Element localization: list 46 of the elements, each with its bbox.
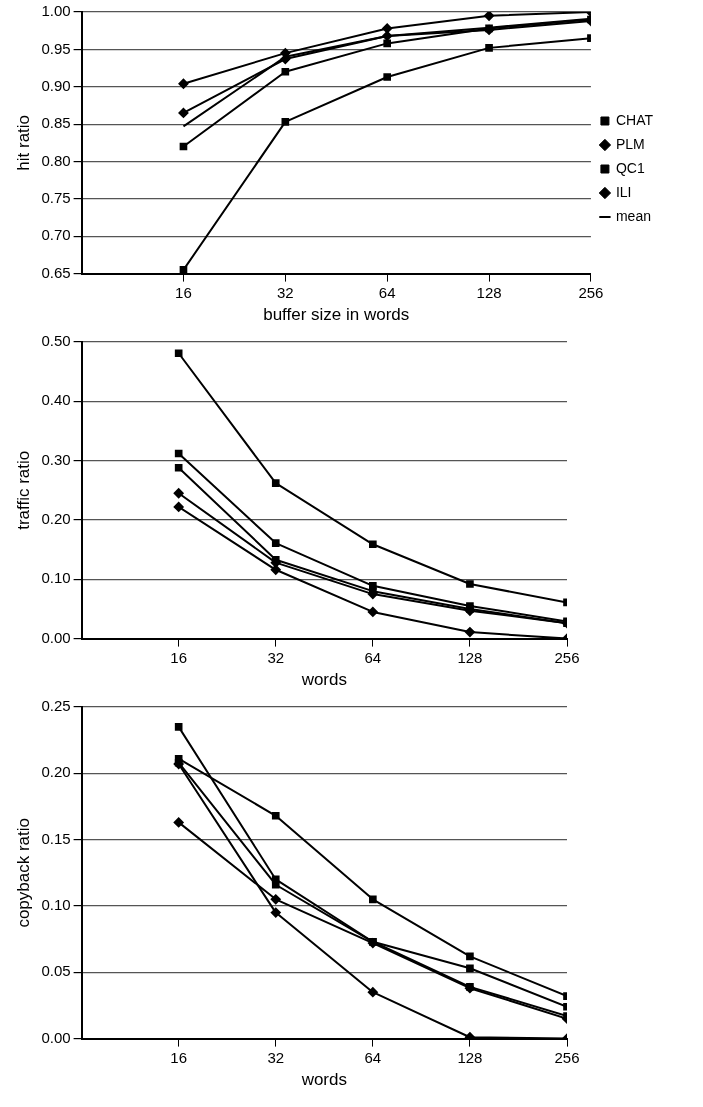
y-tick-label: 0.25 [41, 697, 71, 715]
x-tick-label: 32 [276, 283, 294, 301]
x-axis-title: words [300, 1070, 347, 1090]
x-axis-title: words [300, 670, 347, 690]
y-tick-label: 0.85 [41, 114, 71, 132]
y-tick-label: 0.10 [41, 896, 71, 914]
y-tick-label: 0.70 [41, 226, 71, 244]
y-tick-label: 0.10 [41, 569, 71, 587]
y-tick-label: 0.15 [41, 829, 71, 847]
x-tick-label: 32 [267, 1048, 285, 1066]
y-axis-title: copyback ratio [13, 817, 33, 928]
x-tick-label: 256 [554, 1048, 580, 1066]
y-tick-label: 0.50 [41, 332, 71, 350]
x-tick-label: 128 [457, 1048, 483, 1066]
x-tick-label: 128 [476, 283, 502, 301]
legend-label: CHAT [615, 111, 654, 128]
x-tick-label: 16 [170, 648, 188, 666]
y-tick-label: 0.90 [41, 76, 71, 94]
y-tick-label: 0.40 [41, 391, 71, 409]
x-tick-label: 256 [554, 648, 580, 666]
y-tick-label: 0.80 [41, 151, 71, 169]
y-tick-label: 0.05 [41, 962, 71, 980]
legend-label: mean [615, 207, 651, 224]
y-axis-title: hit ratio [13, 114, 33, 171]
x-tick-label: 256 [578, 283, 604, 301]
legend-label: PLM [615, 135, 645, 152]
y-tick-label: 0.75 [41, 189, 71, 206]
y-tick-label: 0.20 [41, 510, 71, 528]
x-tick-label: 128 [457, 648, 483, 666]
y-tick-label: 0.20 [41, 763, 71, 781]
x-tick-label: 64 [378, 283, 396, 301]
y-tick-label: 1.00 [41, 2, 71, 20]
x-tick-label: 64 [364, 648, 382, 666]
x-axis-title: buffer size in words [263, 305, 410, 325]
y-tick-label: 0.00 [41, 628, 71, 646]
legend-label: ILI [615, 183, 632, 200]
x-tick-label: 64 [364, 1048, 382, 1066]
x-tick-label: 16 [175, 283, 192, 301]
y-tick-label: 0.00 [41, 1028, 71, 1046]
y-tick-label: 0.95 [41, 39, 71, 57]
y-tick-label: 0.30 [41, 450, 71, 468]
x-tick-label: 16 [170, 1048, 188, 1066]
legend-label: QC1 [615, 159, 645, 176]
x-tick-label: 32 [267, 648, 285, 666]
y-tick-label: 0.65 [41, 263, 71, 281]
y-axis-title: traffic ratio [13, 450, 33, 530]
